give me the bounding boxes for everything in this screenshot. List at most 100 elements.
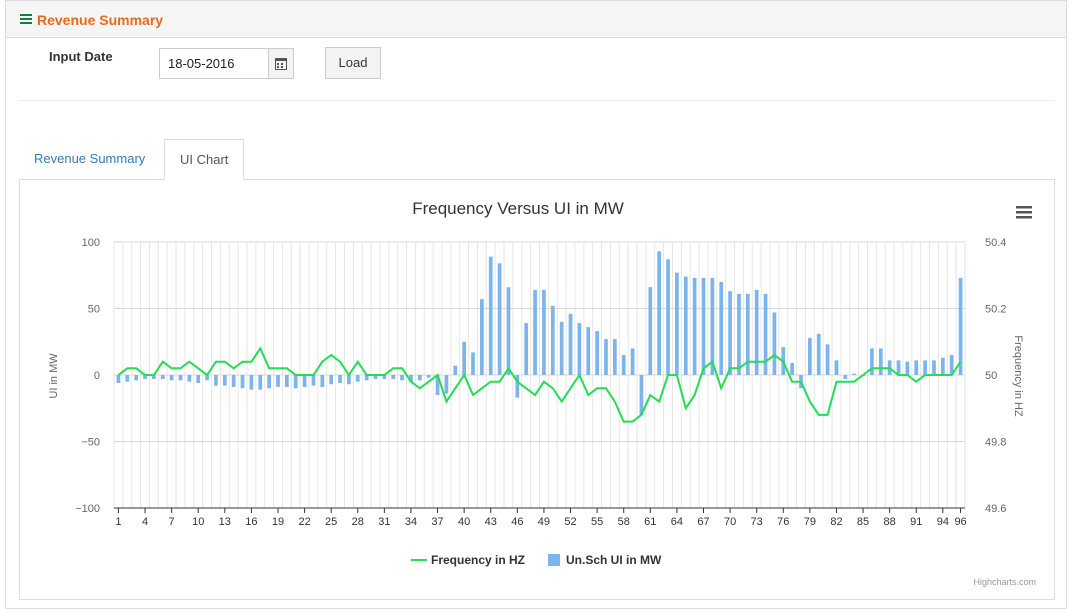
ui-bar[interactable]: [612, 339, 617, 375]
ui-bar[interactable]: [870, 348, 874, 375]
tab-ui-chart[interactable]: UI Chart: [164, 139, 245, 180]
ui-bar[interactable]: [205, 375, 209, 381]
ui-bar[interactable]: [382, 375, 387, 379]
ui-bar[interactable]: [284, 375, 289, 387]
ui-bar[interactable]: [480, 299, 484, 375]
ui-bar[interactable]: [400, 375, 404, 381]
ui-bar[interactable]: [932, 360, 936, 375]
ui-bar[interactable]: [754, 289, 759, 375]
ui-bar[interactable]: [249, 375, 254, 390]
ui-bar[interactable]: [417, 375, 422, 381]
ui-bar[interactable]: [737, 293, 741, 375]
date-input[interactable]: [159, 48, 269, 79]
ui-bar[interactable]: [808, 337, 812, 375]
chart-menu-icon[interactable]: [1016, 206, 1032, 219]
ui-bar[interactable]: [364, 375, 369, 381]
ui-bar[interactable]: [293, 375, 298, 389]
ui-bar[interactable]: [125, 375, 130, 382]
ui-bar[interactable]: [222, 375, 227, 386]
ui-bar[interactable]: [276, 375, 280, 387]
ui-bar[interactable]: [515, 375, 520, 398]
ui-bar[interactable]: [745, 293, 750, 375]
ui-bar[interactable]: [790, 363, 795, 375]
ui-bar[interactable]: [763, 293, 768, 375]
ui-bar[interactable]: [435, 375, 440, 395]
ui-bar[interactable]: [550, 305, 555, 375]
ui-bar[interactable]: [524, 323, 529, 375]
highcharts-credits[interactable]: Highcharts.com: [973, 577, 1036, 587]
ui-bar[interactable]: [409, 375, 413, 382]
ui-bar[interactable]: [559, 321, 564, 375]
ui-bar[interactable]: [568, 313, 573, 375]
ui-bar[interactable]: [240, 375, 245, 389]
ui-bar[interactable]: [169, 375, 174, 381]
ui-bar[interactable]: [843, 375, 848, 379]
legend-item-ui[interactable]: Un.Sch UI in MW: [548, 553, 662, 567]
ui-bar[interactable]: [214, 375, 218, 386]
ui-bar[interactable]: [834, 360, 839, 375]
ui-bar[interactable]: [426, 375, 431, 378]
ui-bar[interactable]: [728, 291, 732, 375]
ui-bar[interactable]: [488, 256, 493, 375]
legend-item-frequency[interactable]: Frequency in HZ: [411, 553, 525, 567]
ui-bar[interactable]: [542, 289, 546, 375]
ui-bar[interactable]: [178, 375, 183, 381]
ui-bar[interactable]: [152, 375, 156, 379]
ui-bar[interactable]: [639, 375, 644, 415]
ui-bar[interactable]: [630, 348, 635, 375]
ui-bar[interactable]: [701, 277, 706, 375]
ui-bar[interactable]: [914, 360, 919, 375]
ui-bar[interactable]: [497, 263, 502, 375]
ui-bar[interactable]: [621, 355, 626, 375]
ui-bar[interactable]: [958, 277, 963, 375]
ui-bar[interactable]: [267, 375, 271, 389]
ui-bar[interactable]: [648, 287, 653, 375]
ui-bar[interactable]: [852, 373, 857, 375]
ui-bar[interactable]: [905, 361, 910, 375]
ui-bar[interactable]: [160, 375, 165, 379]
ui-bar[interactable]: [586, 327, 591, 375]
ui-bar[interactable]: [692, 277, 697, 375]
ui-bar[interactable]: [391, 375, 396, 379]
ui-bar[interactable]: [329, 375, 334, 385]
ui-bar[interactable]: [923, 360, 927, 375]
ui-bar[interactable]: [444, 375, 449, 394]
ui-bar[interactable]: [604, 339, 608, 375]
ui-bar[interactable]: [320, 375, 325, 387]
ui-bar[interactable]: [772, 312, 777, 375]
ui-bar[interactable]: [683, 276, 688, 375]
ui-bar[interactable]: [453, 365, 458, 375]
ui-bar[interactable]: [373, 375, 378, 379]
ui-bar[interactable]: [355, 375, 360, 382]
ui-bar[interactable]: [258, 375, 263, 390]
ui-bar[interactable]: [577, 323, 582, 375]
ui-bar[interactable]: [471, 352, 475, 375]
ui-bar[interactable]: [949, 355, 954, 375]
ui-bar[interactable]: [940, 357, 945, 375]
ui-bar[interactable]: [116, 375, 121, 383]
ui-bar[interactable]: [825, 344, 830, 375]
ui-bar[interactable]: [816, 333, 821, 375]
ui-bar[interactable]: [533, 289, 537, 375]
ui-bar[interactable]: [675, 272, 679, 375]
ui-bar[interactable]: [231, 375, 236, 387]
tab-revenue-summary[interactable]: Revenue Summary: [34, 151, 146, 166]
ui-bar[interactable]: [710, 277, 715, 375]
ui-bar[interactable]: [187, 375, 192, 382]
ui-bar[interactable]: [657, 251, 662, 375]
ui-bar[interactable]: [595, 331, 599, 375]
ui-bar[interactable]: [347, 375, 351, 385]
ui-bar[interactable]: [134, 375, 139, 381]
ui-bar[interactable]: [506, 287, 511, 375]
ui-bar[interactable]: [311, 375, 316, 386]
ui-bar[interactable]: [878, 348, 883, 375]
ui-bar[interactable]: [196, 375, 201, 383]
ui-bar[interactable]: [338, 375, 342, 383]
ui-bar[interactable]: [719, 281, 724, 375]
ui-bar[interactable]: [302, 375, 307, 387]
ui-bar[interactable]: [896, 360, 901, 375]
ui-bar[interactable]: [462, 341, 467, 375]
ui-bar[interactable]: [666, 259, 670, 375]
calendar-button[interactable]: [268, 48, 294, 79]
load-button[interactable]: Load: [325, 47, 381, 79]
